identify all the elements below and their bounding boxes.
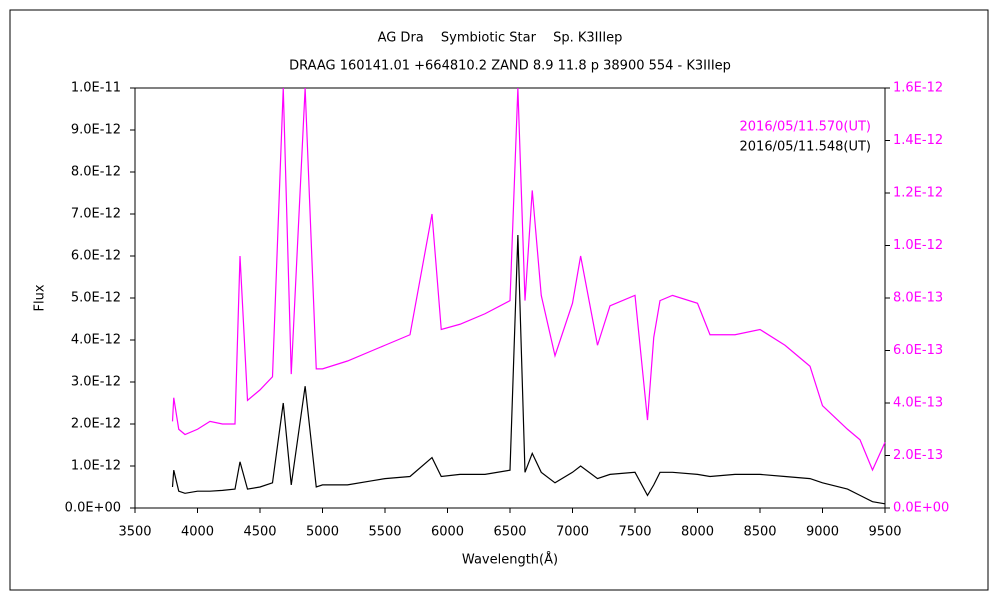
x-tick-label: 6500 <box>493 525 526 540</box>
y2-tick-label: 1.6E-12 <box>893 81 943 96</box>
y2-tick-label: 8.0E-13 <box>893 291 943 306</box>
legend-label: 2016/05/11.570(UT) <box>740 120 871 135</box>
x-tick-label: 7500 <box>618 525 651 540</box>
y-tick-label: 8.0E-12 <box>71 165 121 180</box>
x-axis-label: Wavelength(Å) <box>462 552 558 568</box>
x-tick-label: 8500 <box>743 525 776 540</box>
x-tick-label: 6000 <box>431 525 464 540</box>
y-tick-label: 3.0E-12 <box>71 375 121 390</box>
chart-title: AG Dra Symbiotic Star Sp. K3IIIep <box>378 31 623 46</box>
y-tick-label: 4.0E-12 <box>71 333 121 348</box>
y2-tick-label: 6.0E-13 <box>893 343 943 358</box>
x-tick-label: 7000 <box>556 525 589 540</box>
y2-tick-label: 1.2E-12 <box>893 186 943 201</box>
y2-tick-label: 1.0E-12 <box>893 238 943 253</box>
y-axis-label: Flux <box>33 284 48 311</box>
series-line <box>171 87 886 472</box>
y-tick-label: 5.0E-12 <box>71 291 121 306</box>
y-tick-label: 6.0E-12 <box>71 249 121 264</box>
y-tick-label: 1.0E-11 <box>71 81 121 96</box>
x-tick-label: 8000 <box>681 525 714 540</box>
series-line <box>171 234 886 505</box>
x-tick-label: 9000 <box>806 525 839 540</box>
x-tick-label: 3500 <box>118 525 151 540</box>
x-tick-label: 5000 <box>306 525 339 540</box>
x-tick-label: 4500 <box>243 525 276 540</box>
y-tick-label: 1.0E-12 <box>71 459 121 474</box>
y2-tick-label: 4.0E-13 <box>893 396 943 411</box>
chart-subtitle: DRAAG 160141.01 +664810.2 ZAND 8.9 11.8 … <box>289 59 731 74</box>
x-tick-label: 4000 <box>181 525 214 540</box>
y2-tick-label: 1.4E-12 <box>893 133 943 148</box>
y-tick-label: 9.0E-12 <box>71 123 121 138</box>
chart-frame <box>9 9 989 591</box>
y2-tick-label: 0.0E+00 <box>893 501 949 516</box>
x-tick-label: 5500 <box>368 525 401 540</box>
y-tick-label: 7.0E-12 <box>71 207 121 222</box>
y-tick-label: 0.0E+00 <box>65 501 121 516</box>
legend-label: 2016/05/11.548(UT) <box>740 140 871 155</box>
x-tick-label: 9500 <box>868 525 901 540</box>
y2-tick-label: 2.0E-13 <box>893 448 943 463</box>
y-tick-label: 2.0E-12 <box>71 417 121 432</box>
